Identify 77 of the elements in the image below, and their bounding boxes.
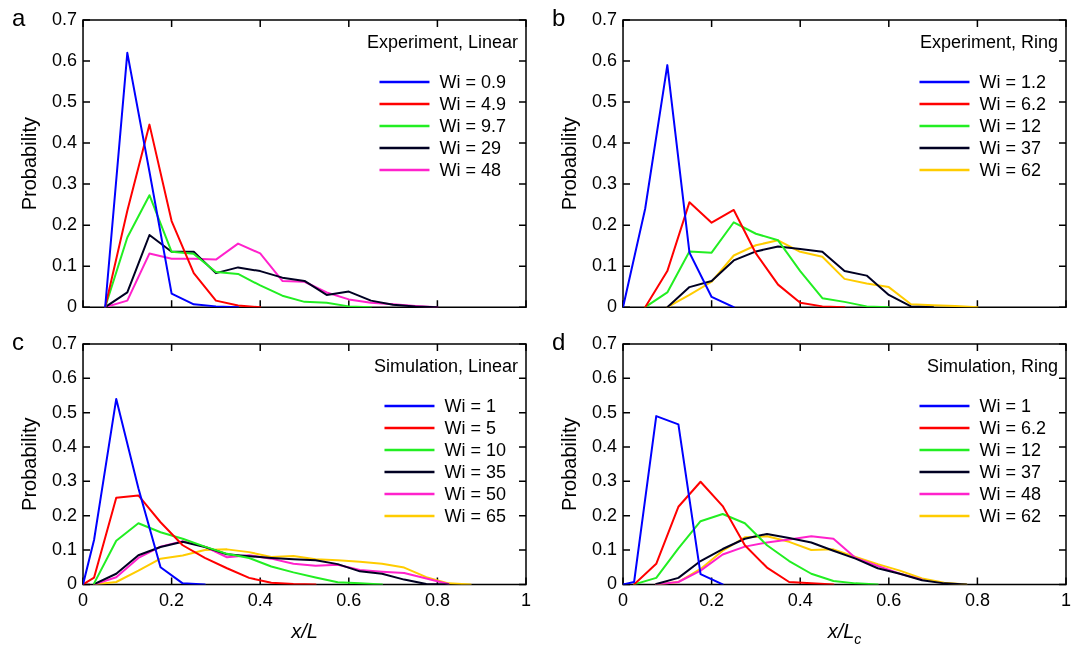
- legend-label: Wi = 1: [444, 395, 496, 416]
- legend-label: Wi = 37: [979, 461, 1042, 482]
- y-tick-label: 0.3: [591, 470, 618, 491]
- legend-label: Wi = 50: [444, 483, 507, 504]
- y-tick-label: 0.6: [591, 50, 618, 70]
- y-tick-label: 0.1: [51, 539, 78, 560]
- legend-label: Wi = 12: [979, 115, 1042, 136]
- x-tick-label: 0.8: [964, 590, 990, 611]
- y-tick-label: 0: [67, 296, 78, 317]
- legend-label: Wi = 10: [444, 439, 507, 460]
- chart-title: d: [552, 328, 566, 355]
- text: Experiment, Ring: [919, 32, 1058, 52]
- y-axis-title: Probability: [557, 116, 580, 211]
- x-tick-label: 0.6: [336, 590, 362, 611]
- x-tick-label: 0.4: [787, 590, 813, 611]
- y-tick-label: 0.5: [591, 401, 618, 422]
- y-tick-label: 0: [607, 573, 618, 594]
- y-tick-label: 0.6: [591, 367, 618, 388]
- y-tick-label: 0.4: [591, 436, 618, 456]
- x-tick-label: 0.2: [159, 590, 185, 611]
- y-tick-label: 0.1: [51, 255, 78, 276]
- y-tick-label: 0.6: [51, 367, 78, 388]
- y-axis-title: Probability: [17, 417, 40, 511]
- text: Simulation, Linear: [373, 356, 518, 376]
- legend-label: Wi = 4.9: [439, 93, 507, 114]
- legend-label: Wi = 12: [979, 439, 1042, 460]
- y-tick-label: 0.5: [591, 91, 618, 112]
- y-tick-label: 0.3: [51, 470, 78, 491]
- x-tick-label: 1: [520, 590, 532, 611]
- legend-label: Wi = 35: [444, 461, 507, 482]
- y-axis-title: Probability: [17, 116, 40, 211]
- legend-label: Wi = 29: [439, 137, 502, 158]
- y-tick-label: 0: [67, 573, 78, 594]
- chart-title: c: [12, 328, 24, 355]
- x-tick-label: 1: [1060, 590, 1072, 611]
- y-tick-label: 0.2: [51, 504, 78, 525]
- y-tick-label: 0.7: [51, 8, 78, 29]
- x-tick-label: 0.4: [247, 590, 273, 611]
- legend-label: Wi = 62: [979, 505, 1042, 526]
- y-tick-label: 0: [607, 296, 618, 317]
- y-tick-label: 0.3: [51, 173, 78, 194]
- x-tick-label: 0.8: [424, 590, 450, 611]
- legend-label: Wi = 48: [979, 483, 1042, 504]
- y-tick-label: 0.1: [591, 539, 618, 560]
- legend-label: Wi = 6.2: [979, 93, 1047, 114]
- y-tick-label: 0.6: [51, 50, 78, 70]
- x-tick-label: 0.2: [699, 590, 725, 611]
- chart-title: b: [552, 4, 566, 31]
- y-tick-label: 0.5: [51, 91, 78, 112]
- y-tick-label: 0.3: [591, 173, 618, 194]
- y-tick-label: 0.4: [51, 132, 78, 153]
- y-tick-label: 0.5: [51, 401, 78, 422]
- x-axis-title: x/L: [290, 620, 318, 642]
- y-tick-label: 0.4: [51, 436, 78, 456]
- y-tick-label: 0.4: [591, 132, 618, 153]
- legend-label: Wi = 62: [979, 159, 1042, 180]
- y-tick-label: 0.2: [51, 214, 78, 235]
- legend-label: Wi = 48: [439, 159, 502, 180]
- legend-label: Wi = 65: [444, 505, 507, 526]
- y-tick-label: 0.7: [51, 332, 78, 353]
- text: Simulation, Ring: [926, 356, 1058, 376]
- text: Experiment, Linear: [366, 32, 518, 52]
- legend-label: Wi = 1.2: [979, 71, 1047, 92]
- legend-label: Wi = 0.9: [439, 71, 507, 92]
- legend-label: Wi = 1: [979, 395, 1031, 416]
- y-axis-title: Probability: [557, 417, 580, 511]
- y-tick-label: 0.7: [591, 332, 618, 353]
- legend-label: Wi = 5: [444, 417, 496, 438]
- x-tick-label: 0.6: [876, 590, 902, 611]
- legend-label: Wi = 37: [979, 137, 1042, 158]
- y-tick-label: 0.2: [591, 504, 618, 525]
- chart-title: a: [12, 4, 26, 31]
- y-tick-label: 0.1: [591, 255, 618, 276]
- legend-label: Wi = 6.2: [979, 417, 1047, 438]
- y-tick-label: 0.2: [591, 214, 618, 235]
- legend-label: Wi = 9.7: [439, 115, 507, 136]
- y-tick-label: 0.7: [591, 8, 618, 29]
